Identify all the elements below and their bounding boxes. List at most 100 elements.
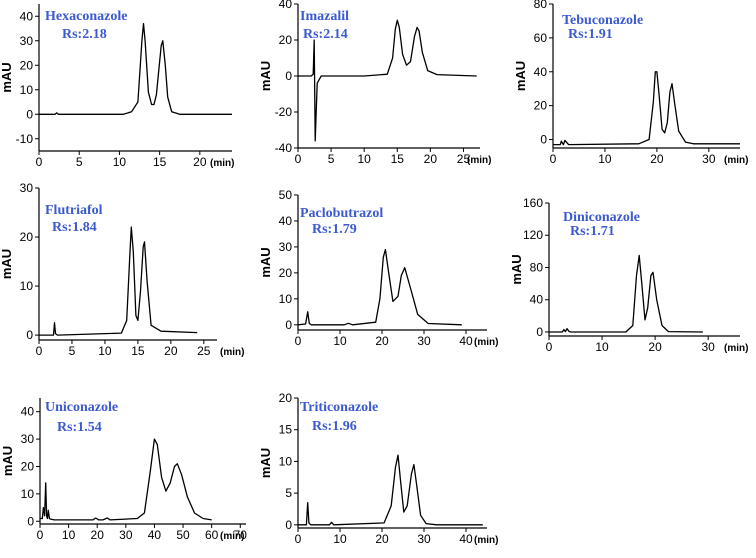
- x-tick-label: 20: [648, 340, 662, 354]
- y-axis-title: mAU: [0, 446, 15, 476]
- y-tick-label: 30: [279, 240, 293, 254]
- x-tick-label: 40: [459, 532, 473, 546]
- chromatogram-trace: [298, 19, 477, 142]
- y-tick-label: 60: [534, 31, 548, 45]
- x-tick-label: 10: [598, 152, 612, 166]
- y-tick-label: 30: [20, 181, 34, 195]
- x-tick-label: 0: [295, 152, 302, 166]
- y-tick-label: 30: [21, 432, 35, 446]
- x-unit-label: (min): [474, 535, 498, 546]
- y-tick-label: 0: [536, 325, 543, 339]
- x-unit-label: (min): [467, 155, 491, 166]
- y-tick-label: 20: [21, 459, 35, 473]
- compound-name: Uniconazole: [45, 400, 118, 415]
- x-tick-label: 25: [197, 344, 211, 358]
- y-tick-label: 40: [279, 0, 293, 11]
- chromatogram-panel-8: 0 10 20 30 40 0 5 10 15 20 mAU (min) Triticonazole Rs…: [258, 391, 498, 546]
- y-axis-title: mAU: [258, 247, 273, 277]
- chromatogram-trace: [297, 248, 462, 326]
- resolution-label: Rs:2.14: [303, 27, 348, 42]
- resolution-label: Rs:1.84: [52, 220, 97, 235]
- y-tick-label: 80: [534, 0, 548, 11]
- x-tick-label: 20: [91, 528, 105, 542]
- x-tick-label: 0: [546, 340, 553, 354]
- x-tick-label: 50: [176, 528, 190, 542]
- y-tick-label: 20: [20, 230, 34, 244]
- y-axis-title: mAU: [0, 249, 14, 279]
- x-tick-label: 40: [459, 334, 473, 348]
- x-tick-label: 20: [375, 532, 389, 546]
- y-tick-label: 50: [279, 188, 293, 202]
- y-tick-label: 20: [20, 58, 34, 72]
- y-tick-label: 10: [279, 292, 293, 306]
- x-tick-label: 10: [333, 334, 347, 348]
- resolution-label: Rs:2.18: [62, 27, 107, 42]
- x-tick-label: 10: [113, 155, 127, 169]
- x-tick-label: 0: [550, 152, 557, 166]
- y-tick-label: 160: [523, 196, 543, 210]
- compound-name: Diniconazole: [563, 210, 640, 225]
- x-tick-label: 30: [119, 528, 133, 542]
- y-tick-label: 30: [20, 34, 34, 48]
- y-tick-label: 40: [20, 9, 34, 23]
- chromatogram-trace: [553, 71, 740, 146]
- x-unit-label: (min): [210, 158, 234, 169]
- chromatogram-panel-6: 0 10 20 30 0 40 80 120 160 mAU (min) DiniconazoleRs…: [509, 196, 748, 354]
- x-unit-label: (min): [220, 347, 244, 358]
- x-tick-label: 0: [295, 532, 302, 546]
- y-tick-label: 0: [285, 318, 292, 332]
- compound-name: Tebuconazole: [562, 13, 643, 28]
- y-tick-label: 10: [21, 487, 35, 501]
- chromatogram-panel-2: 0 5 10 15 20 25 -40 -20 0 20 40 mAU (min) Imazalil Rs:…: [258, 0, 491, 166]
- y-tick-label: 0: [285, 518, 292, 532]
- x-tick-label: 20: [164, 344, 178, 358]
- compound-name: Triticonazole: [300, 400, 378, 415]
- y-tick-label: 10: [20, 83, 34, 97]
- resolution-label: Rs:1.79: [312, 222, 357, 237]
- y-axis-title: mAU: [0, 62, 14, 92]
- x-tick-label: 0: [37, 528, 44, 542]
- x-tick-label: 20: [375, 334, 389, 348]
- x-tick-label: 70: [234, 528, 248, 542]
- y-tick-label: 10: [279, 454, 293, 468]
- chromatogram-trace: [40, 438, 212, 521]
- compound-name: Flutriafol: [45, 203, 103, 218]
- y-tick-label: 80: [530, 260, 544, 274]
- x-tick-label: 20: [424, 152, 438, 166]
- resolution-label: Rs:1.91: [568, 27, 613, 42]
- resolution-label: Rs:1.54: [57, 420, 102, 435]
- x-tick-label: 5: [328, 152, 335, 166]
- x-tick-label: 0: [36, 344, 43, 358]
- y-tick-label: 20: [534, 99, 548, 113]
- x-unit-label: (min): [474, 337, 498, 348]
- chromatogram-trace: [39, 226, 198, 336]
- x-unit-label: (min): [220, 531, 244, 542]
- chromatogram-panel-7: 0 10 20 30 40 50 60 70 0 10 20 30 40 mAU (min) Uniconaz…: [0, 398, 247, 542]
- y-tick-label: 120: [523, 228, 543, 242]
- compound-name: Hexaconazole: [45, 9, 127, 24]
- x-tick-label: 15: [391, 152, 405, 166]
- x-tick-label: 10: [98, 344, 112, 358]
- chromatogram-trace: [549, 254, 703, 333]
- x-tick-label: 25: [457, 152, 471, 166]
- y-tick-label: -10: [16, 132, 34, 146]
- y-tick-label: 40: [530, 293, 544, 307]
- x-tick-label: 5: [76, 155, 83, 169]
- y-axis-title: mAU: [258, 448, 273, 478]
- x-tick-label: 15: [131, 344, 145, 358]
- x-tick-label: 10: [333, 532, 347, 546]
- y-tick-label: 0: [285, 69, 292, 83]
- x-tick-label: 30: [702, 152, 716, 166]
- chromatogram-trace: [39, 22, 232, 115]
- x-tick-label: 10: [595, 340, 609, 354]
- y-tick-label: 40: [279, 214, 293, 228]
- y-tick-label: 20: [279, 33, 293, 47]
- y-tick-label: 40: [21, 405, 35, 419]
- x-tick-label: 60: [205, 528, 219, 542]
- x-tick-label: 10: [62, 528, 76, 542]
- x-tick-label: 30: [701, 340, 715, 354]
- y-tick-label: -40: [275, 141, 293, 155]
- y-tick-label: 0: [540, 133, 547, 147]
- chromatogram-panel-1: 0 5 10 15 20-10010203040mAU(min)Hexaconazole…: [0, 4, 234, 169]
